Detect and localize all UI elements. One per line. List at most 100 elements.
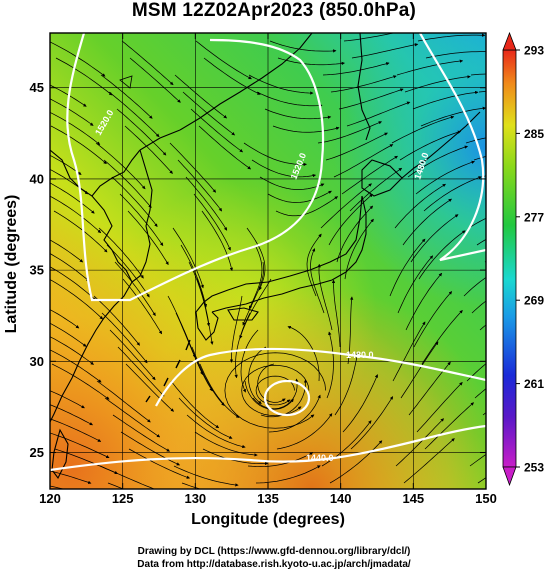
streamline: [395, 418, 444, 467]
streamline: [277, 57, 345, 66]
x-tick-label: 135: [257, 491, 279, 506]
streamline: [416, 381, 463, 433]
streamline: [50, 404, 93, 426]
y-tick-label: 25: [30, 445, 44, 460]
streamline: [100, 74, 153, 119]
streamline: [50, 266, 97, 301]
y-axis-label: Latitude (degrees): [3, 194, 20, 334]
x-tick-label: 140: [330, 491, 352, 506]
streamline: [317, 263, 333, 331]
streamline: [272, 125, 340, 133]
streamline: [320, 183, 372, 229]
streamline: [322, 62, 390, 76]
y-tick-label: 35: [30, 263, 44, 278]
streamline: [463, 277, 486, 297]
streamline: [243, 142, 307, 167]
streamline: [350, 396, 394, 450]
contour-label: 1480.0: [346, 350, 374, 360]
streamline: [248, 244, 263, 310]
streamline: [420, 106, 486, 127]
streamline: [202, 448, 269, 466]
streamline: [186, 414, 246, 449]
streamline: [341, 155, 398, 195]
streamline: [326, 331, 334, 399]
streamline: [50, 125, 107, 165]
y-tick-label: 30: [30, 354, 44, 369]
streamline: [264, 108, 332, 120]
streamline: [128, 448, 191, 479]
streamline: [417, 33, 486, 42]
streamline: [334, 351, 359, 416]
streamline: [407, 145, 469, 178]
colorbar-tick-label: 293: [524, 44, 544, 58]
streamline: [170, 380, 220, 429]
streamline: [468, 217, 486, 229]
streamline: [124, 125, 173, 174]
streamline: [188, 261, 211, 327]
streamline: [122, 278, 163, 335]
streamline: [50, 470, 92, 484]
streamline: [50, 336, 94, 365]
streamline: [470, 73, 486, 76]
streamline: [321, 420, 372, 467]
streamline: [169, 142, 217, 193]
streamline: [95, 142, 146, 190]
streamline: [103, 159, 152, 209]
credit-data: Data from http://database.rish.kyoto-u.a…: [137, 559, 411, 570]
streamline: [196, 278, 214, 345]
streamline: [182, 91, 236, 136]
streamline: [389, 238, 426, 297]
streamline: [185, 176, 228, 231]
streamline: [119, 193, 164, 247]
streamline: [120, 431, 181, 466]
streamline: [399, 130, 462, 161]
streamline: [239, 278, 272, 339]
streamline: [246, 227, 266, 291]
streamline: [53, 210, 108, 253]
streamline: [180, 244, 208, 308]
streamline: [405, 272, 443, 331]
streamline: [287, 325, 320, 382]
streamline: [424, 402, 475, 450]
streamline: [338, 88, 404, 110]
map-title: MSM 12Z02Apr2023 (850.0hPa): [131, 0, 417, 21]
streamline: [248, 74, 314, 95]
streamline: [396, 59, 464, 76]
streamline: [195, 40, 252, 80]
streamline: [349, 167, 403, 212]
streamline: [469, 453, 486, 467]
streamline: [172, 227, 204, 289]
streamline: [198, 125, 252, 170]
streamline: [259, 176, 325, 190]
streamline-cyclone: [241, 364, 310, 417]
x-tick-label: 125: [112, 491, 134, 506]
streamline: [50, 195, 102, 234]
streamline: [98, 227, 144, 279]
streamline: [104, 397, 161, 438]
colorbar-tick-label: 285: [524, 127, 544, 141]
x-tick-label: 150: [475, 491, 497, 506]
streamline: [331, 279, 341, 348]
streamline: [317, 121, 383, 144]
streamline: [329, 440, 383, 484]
streamline: [306, 233, 322, 297]
colorbar-tick-label: 253: [524, 461, 544, 475]
streamline: [50, 253, 90, 282]
streamline: [415, 160, 475, 195]
streamline: [127, 210, 169, 266]
streamline: [108, 91, 160, 138]
streamline: [328, 193, 373, 246]
streamline: [351, 43, 419, 59]
streamline: [117, 346, 165, 397]
streamline: [397, 255, 434, 314]
streamline: [50, 322, 87, 347]
map-grid: [50, 33, 486, 489]
x-tick-label: 145: [402, 491, 424, 506]
streamline: [336, 205, 374, 263]
streamline: [392, 321, 426, 382]
streamline: [423, 176, 482, 212]
streamline: [247, 452, 314, 467]
streamline: [425, 51, 486, 59]
streamline: [191, 346, 225, 406]
streamline: [248, 346, 267, 405]
